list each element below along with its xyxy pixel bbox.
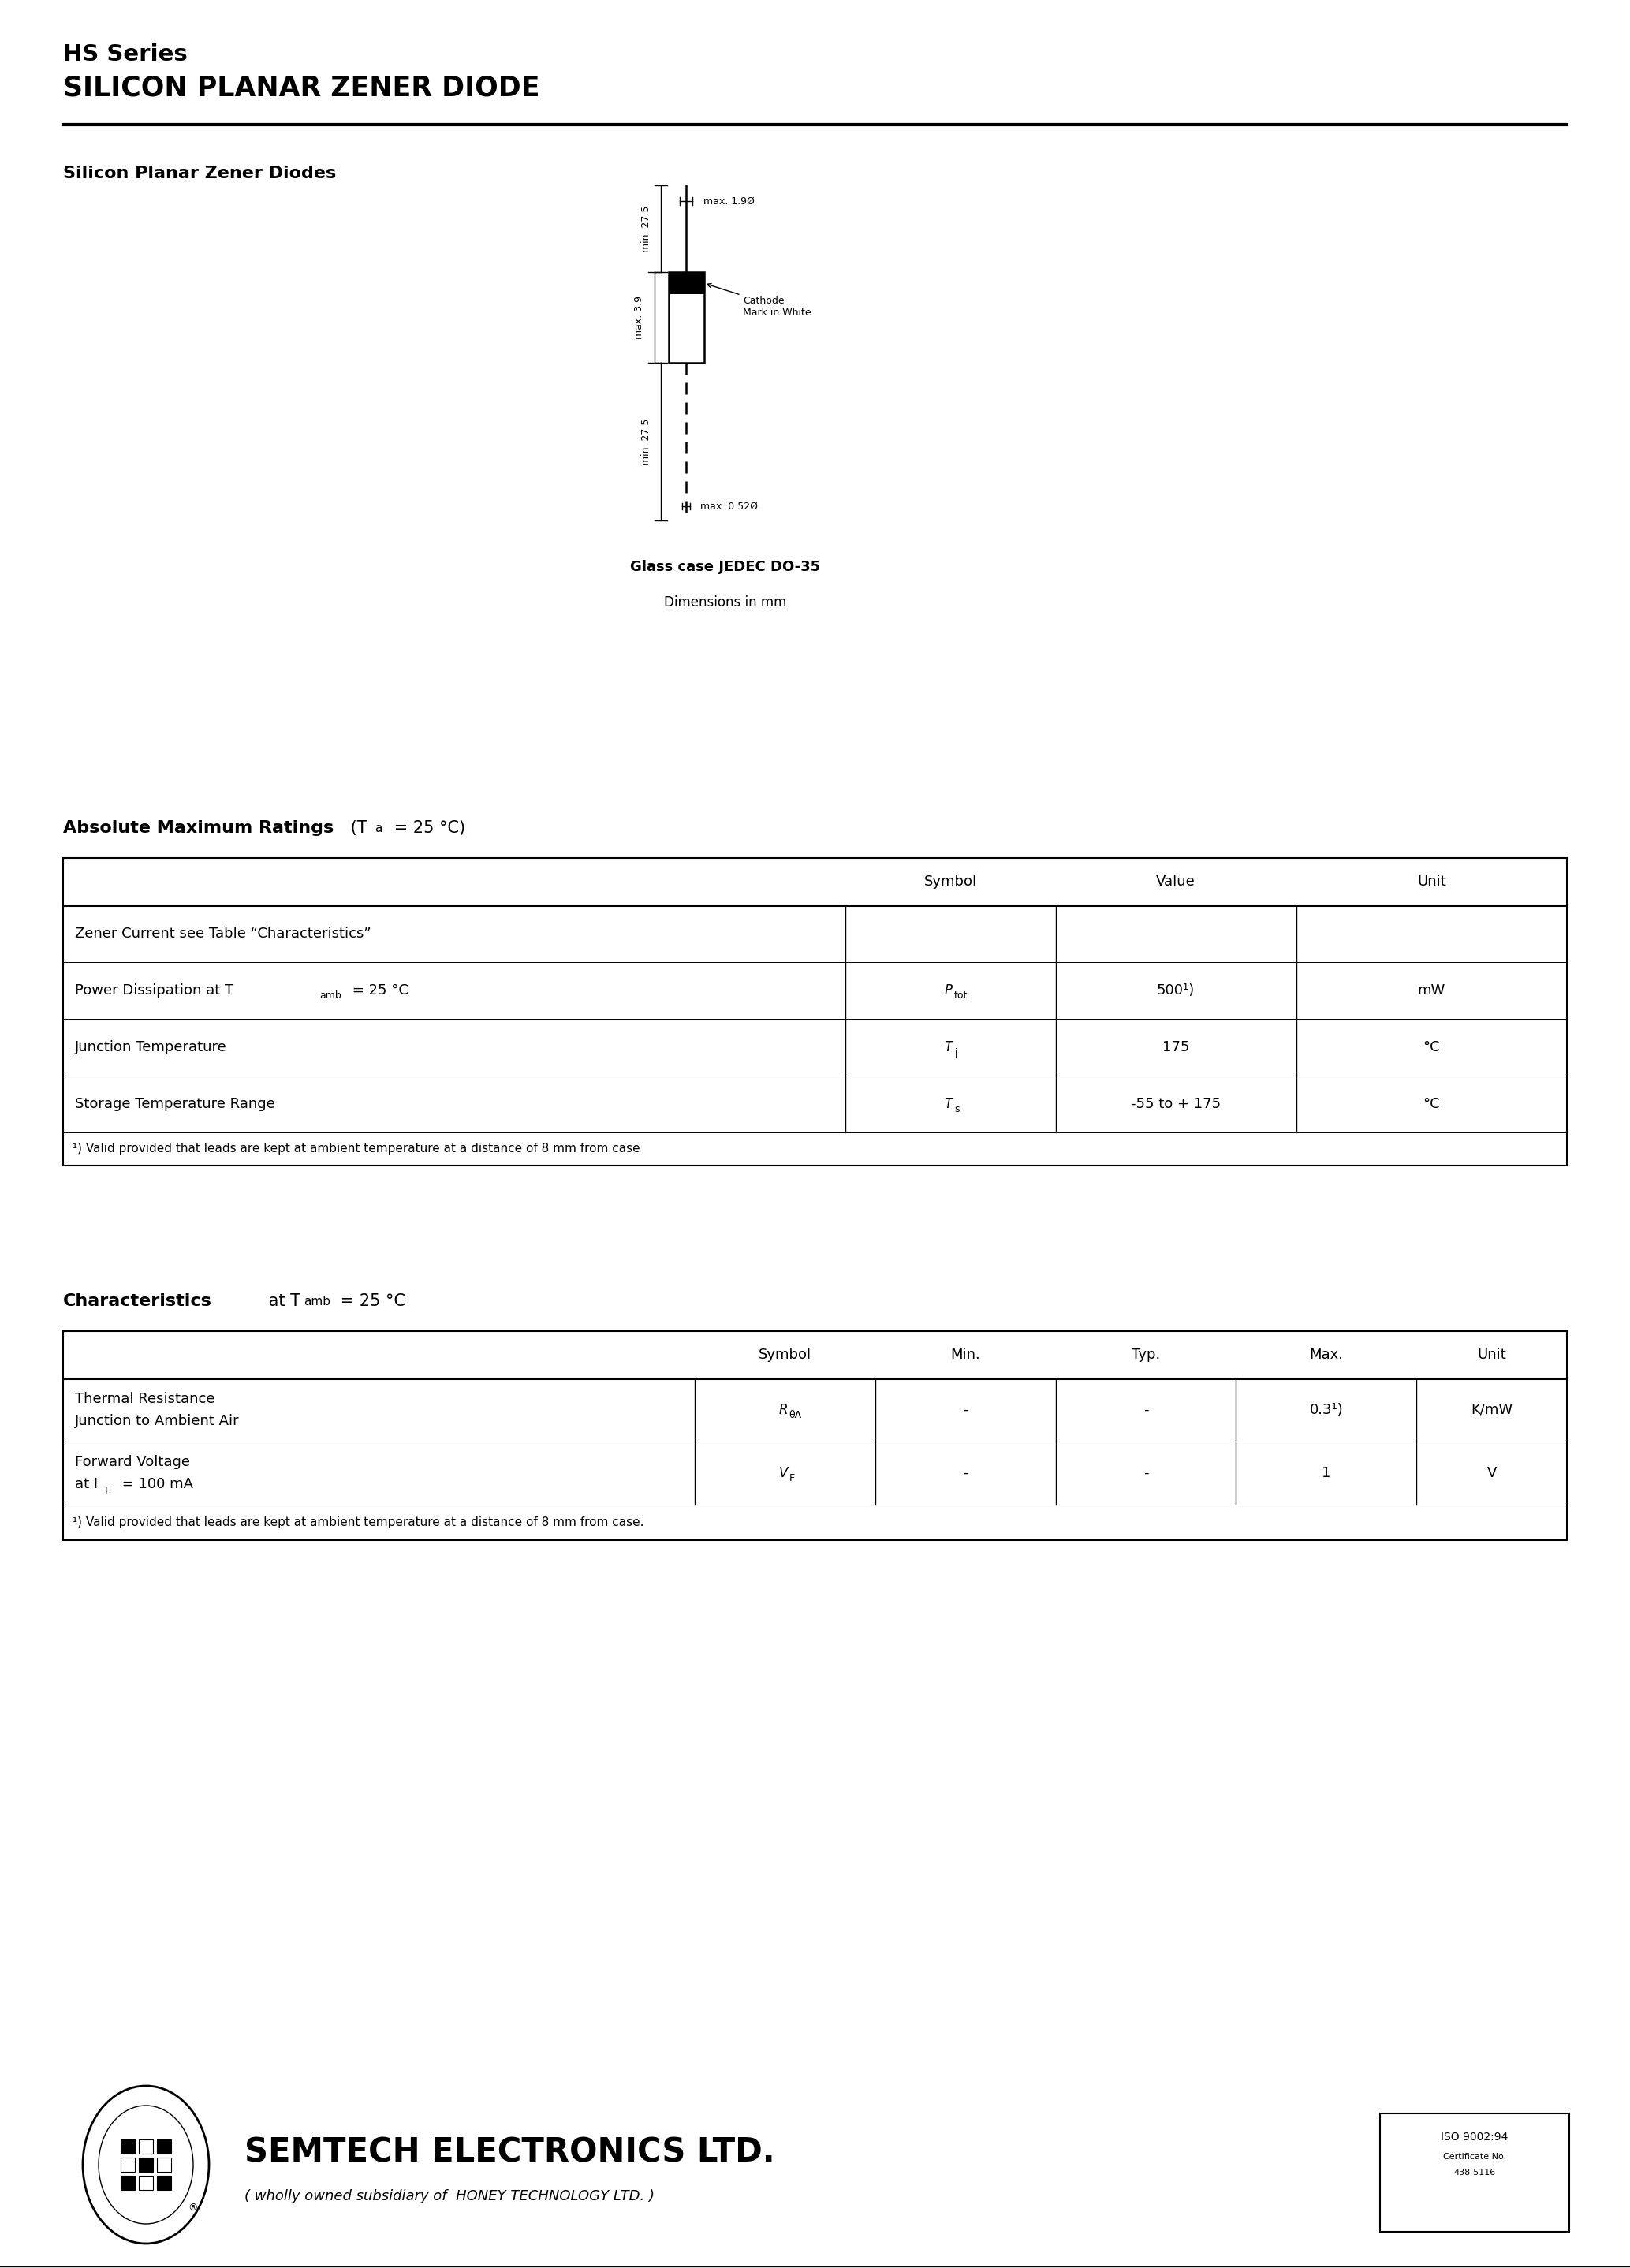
Bar [668, 272, 704, 363]
Text: Value: Value [1156, 875, 1195, 889]
Text: max. 1.9Ø: max. 1.9Ø [704, 195, 755, 206]
Text: Glass case JEDEC DO-35: Glass case JEDEC DO-35 [631, 560, 820, 574]
Text: -: - [1143, 1465, 1149, 1481]
Bar [668, 272, 704, 295]
Bar [121, 2175, 135, 2191]
Text: 438-5116: 438-5116 [1454, 2168, 1496, 2177]
Text: min. 27.5: min. 27.5 [641, 206, 652, 252]
Bar [139, 2139, 153, 2155]
Text: °C: °C [1423, 1098, 1439, 1111]
Text: min. 27.5: min. 27.5 [641, 417, 652, 465]
Text: Forward Voltage: Forward Voltage [75, 1456, 191, 1470]
Text: Symbol: Symbol [758, 1347, 812, 1361]
Text: V: V [1487, 1465, 1496, 1481]
Bar [156, 2157, 171, 2173]
Text: a: a [375, 823, 381, 835]
Text: Power Dissipation at T: Power Dissipation at T [75, 984, 233, 998]
Bar [1381, 2114, 1570, 2232]
Text: Thermal Resistance: Thermal Resistance [75, 1393, 215, 1406]
Text: amb: amb [319, 991, 341, 1000]
Text: Junction to Ambient Air: Junction to Ambient Air [75, 1413, 240, 1429]
Text: -: - [963, 1404, 968, 1418]
Text: SEMTECH ELECTRONICS LTD.: SEMTECH ELECTRONICS LTD. [244, 2136, 774, 2170]
Text: max. 0.52Ø: max. 0.52Ø [701, 501, 758, 510]
Text: ®: ® [189, 2202, 199, 2214]
Text: R: R [779, 1404, 787, 1418]
Text: Max.: Max. [1309, 1347, 1343, 1361]
Text: -: - [963, 1465, 968, 1481]
Text: Symbol: Symbol [924, 875, 976, 889]
Text: Min.: Min. [950, 1347, 980, 1361]
Text: = 25 °C: = 25 °C [347, 984, 409, 998]
Bar [156, 2139, 171, 2155]
Text: j: j [954, 1048, 957, 1057]
Bar [64, 857, 1566, 1166]
Text: -55 to + 175: -55 to + 175 [1131, 1098, 1221, 1111]
Text: 1: 1 [1322, 1465, 1330, 1481]
Text: 0.3¹): 0.3¹) [1309, 1404, 1343, 1418]
Text: V: V [779, 1465, 787, 1481]
Bar [139, 2175, 153, 2191]
Text: Junction Temperature: Junction Temperature [75, 1041, 227, 1055]
Text: T: T [944, 1098, 952, 1111]
Text: = 25 °C): = 25 °C) [390, 821, 465, 837]
Bar [156, 2175, 171, 2191]
Text: SILICON PLANAR ZENER DIODE: SILICON PLANAR ZENER DIODE [64, 75, 540, 102]
Bar [121, 2157, 135, 2173]
Text: ( wholly owned subsidiary of  HONEY TECHNOLOGY LTD. ): ( wholly owned subsidiary of HONEY TECHN… [244, 2189, 655, 2202]
Text: amb: amb [303, 1295, 331, 1306]
Text: s: s [954, 1105, 960, 1114]
Bar [121, 2139, 135, 2155]
Text: Dimensions in mm: Dimensions in mm [665, 596, 787, 610]
Text: ¹) Valid provided that leads are kept at ambient temperature at a distance of 8 : ¹) Valid provided that leads are kept at… [73, 1517, 644, 1529]
Bar [139, 2157, 153, 2173]
Text: ISO 9002:94: ISO 9002:94 [1441, 2132, 1508, 2143]
Text: = 100 mA: = 100 mA [117, 1476, 194, 1492]
Text: HS Series: HS Series [64, 43, 187, 66]
Text: P: P [944, 984, 952, 998]
Text: F: F [104, 1486, 111, 1495]
Text: Silicon Planar Zener Diodes: Silicon Planar Zener Diodes [64, 166, 336, 181]
Text: K/mW: K/mW [1470, 1404, 1513, 1418]
Text: Typ.: Typ. [1131, 1347, 1161, 1361]
Text: Storage Temperature Range: Storage Temperature Range [75, 1098, 275, 1111]
Text: F: F [789, 1474, 794, 1483]
Text: Zener Current see Table “Characteristics”: Zener Current see Table “Characteristics… [75, 928, 372, 941]
Text: Characteristics: Characteristics [64, 1293, 212, 1309]
Text: at I: at I [75, 1476, 98, 1492]
Text: 500¹): 500¹) [1157, 984, 1195, 998]
Text: T: T [944, 1041, 952, 1055]
Text: Unit: Unit [1416, 875, 1446, 889]
Text: max. 3.9: max. 3.9 [634, 295, 645, 340]
Ellipse shape [83, 2087, 209, 2243]
Text: °C: °C [1423, 1041, 1439, 1055]
Text: 175: 175 [1162, 1041, 1190, 1055]
Text: (T: (T [346, 821, 367, 837]
Ellipse shape [98, 2105, 194, 2225]
Text: = 25 °C: = 25 °C [336, 1293, 406, 1309]
Text: Unit: Unit [1477, 1347, 1506, 1361]
Text: Cathode
Mark in White: Cathode Mark in White [707, 284, 812, 318]
Text: ¹) Valid provided that leads are kept at ambient temperature at a distance of 8 : ¹) Valid provided that leads are kept at… [73, 1143, 641, 1154]
Text: at T: at T [264, 1293, 300, 1309]
Text: tot: tot [954, 991, 968, 1000]
Text: θA: θA [789, 1411, 802, 1420]
Text: -: - [1143, 1404, 1149, 1418]
Bar [64, 1331, 1566, 1540]
Text: Certificate No.: Certificate No. [1443, 2152, 1506, 2161]
Text: Absolute Maximum Ratings: Absolute Maximum Ratings [64, 821, 334, 837]
Text: mW: mW [1418, 984, 1446, 998]
